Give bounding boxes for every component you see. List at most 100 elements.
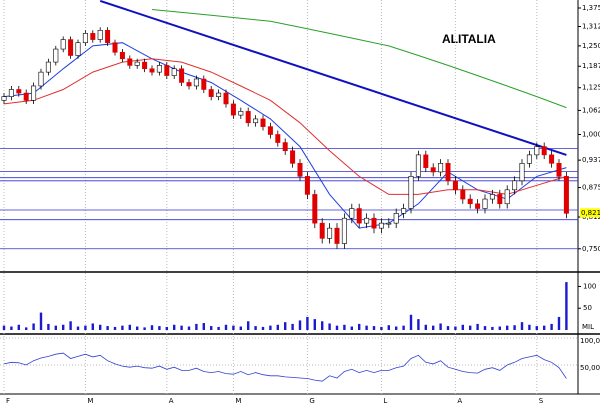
candle-body [68, 39, 74, 56]
y-tick-label: 1,2500 [582, 42, 600, 50]
volume-bar [395, 326, 398, 330]
candle-body [423, 154, 429, 168]
volume-bar [328, 323, 331, 330]
candle-body [549, 154, 555, 164]
volume-bar [195, 323, 198, 330]
x-tick-label: L [383, 397, 387, 405]
trendline [99, 0, 567, 156]
volume-bar [276, 324, 279, 330]
volume-bar [380, 326, 383, 330]
candle-body [327, 227, 333, 239]
volume-bar [446, 326, 450, 330]
volume-tick-label: 100 [583, 282, 596, 290]
candle-body [230, 103, 236, 116]
volume-bar [239, 326, 242, 330]
candle-body [45, 61, 51, 73]
candle-body [341, 217, 347, 244]
chart-title: ALITALIA [442, 32, 496, 46]
volume-bar [254, 326, 257, 330]
x-tick-label: G [309, 397, 314, 405]
candle-body [334, 227, 340, 244]
volume-bar [39, 312, 43, 330]
volume-bar [550, 323, 553, 330]
volume-bar [432, 325, 435, 330]
candle-body [467, 198, 473, 205]
volume-bar [535, 326, 538, 330]
candle-body [378, 222, 384, 229]
candle-body [534, 146, 540, 156]
candle-body [356, 208, 362, 224]
candle-body [208, 89, 214, 97]
volume-unit: MIL [582, 323, 594, 331]
candle-body [16, 89, 22, 94]
candle-body [1, 96, 7, 101]
volume-tick-label: 50 [583, 304, 592, 312]
volume-bar [69, 321, 72, 330]
candle-body [497, 194, 503, 205]
last-price-label: 0,8210 [581, 209, 600, 217]
candle-body [179, 68, 185, 83]
candle-body [512, 180, 518, 191]
volume-bar [143, 327, 146, 330]
volume-bar [150, 325, 154, 330]
candle-body [290, 150, 296, 164]
candle-body [452, 180, 458, 191]
candle-body [401, 208, 407, 214]
volume-bar [224, 324, 228, 330]
y-tick-label: 1,0625 [582, 106, 600, 114]
candle-body [312, 194, 318, 224]
volume-bar [91, 323, 94, 330]
last-price-tag [580, 208, 600, 218]
candle-body [112, 42, 118, 53]
volume-bar [469, 325, 472, 330]
volume-bar [321, 321, 324, 330]
moving-average [151, 9, 567, 109]
volume-bar [180, 325, 183, 330]
candle-body [201, 78, 207, 90]
volume-bar [284, 322, 287, 330]
volume-bar [10, 326, 13, 330]
candle-body [482, 198, 488, 209]
volume-bar [565, 282, 568, 330]
candle-body [438, 163, 444, 173]
volume-bar [454, 326, 457, 330]
volume-bar [121, 325, 124, 330]
candle-body [267, 126, 273, 135]
volume-bar [491, 326, 494, 330]
candle-body [216, 92, 222, 97]
volume-bar [513, 325, 516, 330]
candle-body [282, 142, 288, 152]
volume-bar [439, 323, 442, 330]
candle-body [297, 163, 303, 177]
candle-body [245, 111, 251, 124]
volume-bar [298, 320, 302, 330]
candle-body [60, 39, 66, 50]
rsi-tick-label: 100,00 [580, 337, 600, 345]
volume-bar [158, 326, 161, 330]
y-tick-label: 1,3750 [582, 4, 600, 12]
volume-bar [113, 326, 117, 330]
y-tick-label: 1,1875 [582, 62, 600, 70]
candle-body [430, 167, 436, 173]
volume-bar [269, 325, 272, 330]
rsi-tick-label: 50,00 [580, 364, 600, 372]
volume-bar [47, 323, 50, 330]
rsi-line [3, 352, 567, 382]
candle-body [563, 176, 569, 214]
volume-bar [217, 326, 220, 330]
volume-bar [84, 325, 87, 330]
volume-bar [461, 324, 464, 330]
candle-body [127, 58, 133, 66]
volume-bar [76, 326, 80, 330]
volume-bar [128, 324, 131, 330]
volume-bar [173, 324, 176, 330]
candle-body [304, 176, 310, 195]
volume-bar [99, 324, 102, 330]
volume-bar [557, 316, 561, 330]
candle-body [164, 65, 170, 76]
y-tick-label: 1,1250 [582, 84, 600, 92]
candle-body [460, 189, 466, 200]
